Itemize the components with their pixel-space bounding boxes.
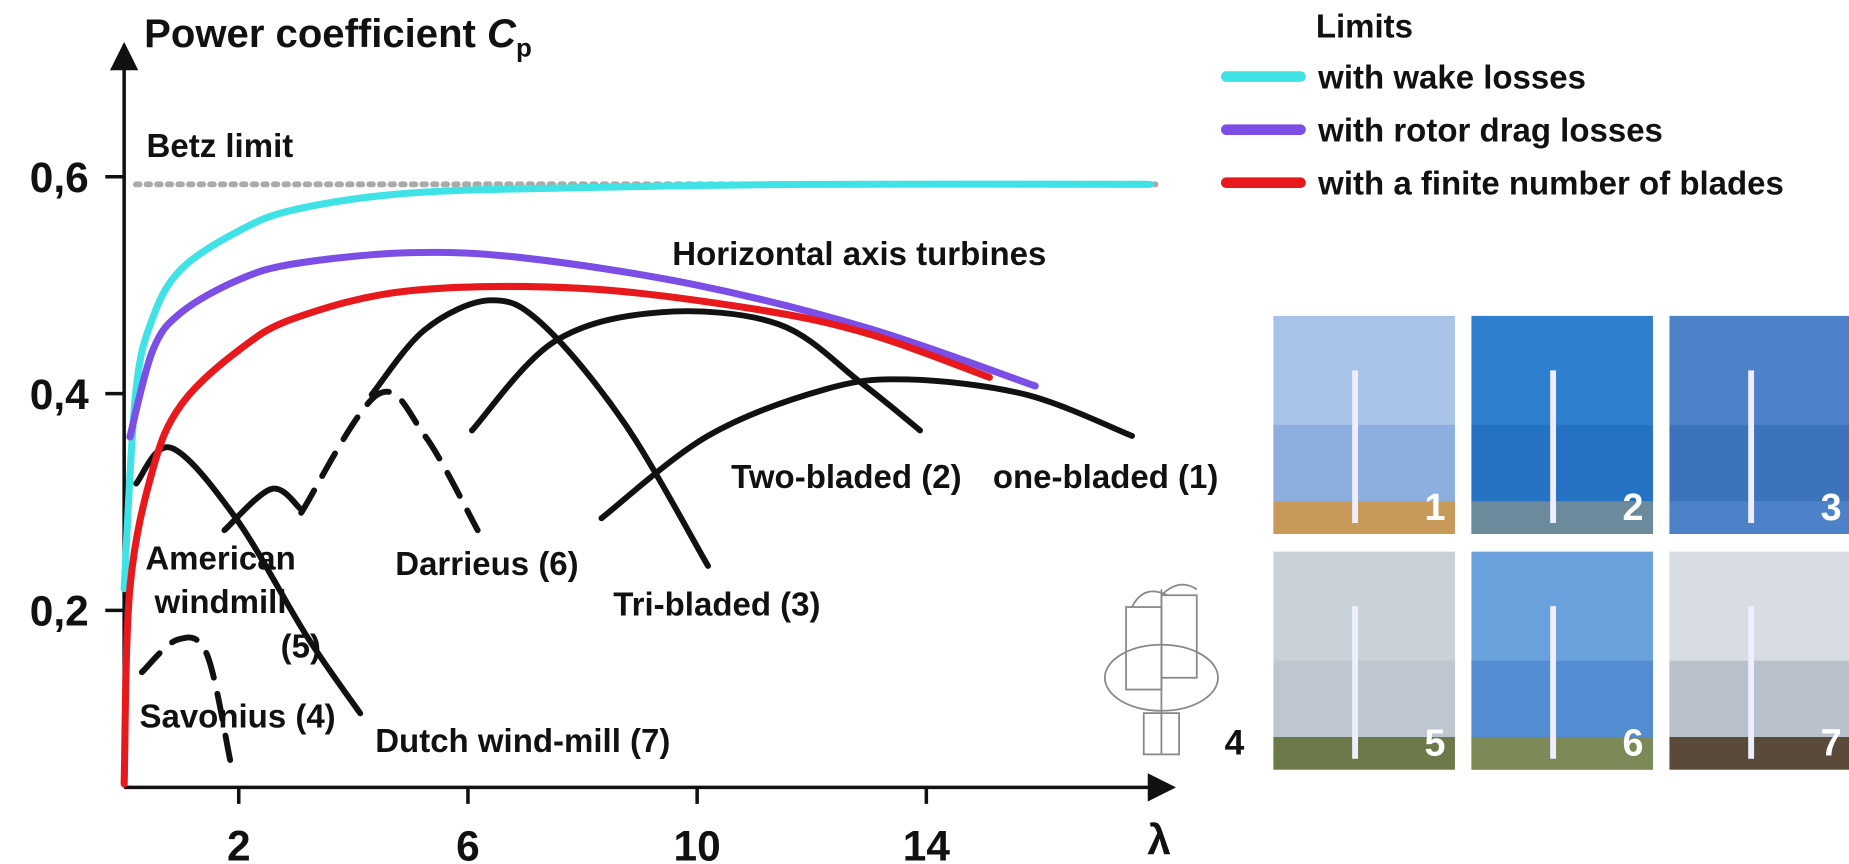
chart-title: Power coefficient Cp (144, 12, 532, 62)
curve-label: American windmill (5) (145, 539, 321, 664)
line-series (126, 248, 1039, 441)
curve-label: Dutch wind-mill (7) (375, 722, 670, 759)
photo: 7 (1669, 551, 1849, 770)
betz-label: Betz limit (147, 127, 294, 164)
photo-ground (1669, 736, 1849, 770)
photo-sky-shade (1273, 660, 1455, 737)
line-series (298, 388, 481, 534)
curve-label: Darrieus (6) (395, 545, 578, 582)
x-tick-label: 10 (674, 822, 721, 864)
line-series (368, 297, 711, 569)
line-series (221, 485, 305, 534)
photo: 1 (1273, 315, 1455, 534)
y-tick-label: 0,4 (30, 371, 89, 418)
line-series (120, 180, 1154, 593)
photo-ground (1273, 736, 1455, 770)
photo-number: 6 (1623, 722, 1644, 764)
photo: 5 (1273, 551, 1455, 770)
line-series (598, 376, 1135, 522)
curve-label: Two-bladed (2) (731, 458, 961, 495)
y-tick-label: 0,6 (30, 154, 89, 201)
photo-sky-shade (1669, 424, 1849, 502)
legend-label: with wake losses (1317, 58, 1586, 95)
legend-title: Limits (1316, 8, 1413, 45)
curve-label: Savonius (4) (139, 697, 335, 734)
photo-sky-shade (1669, 660, 1849, 737)
savonius-sketch (1103, 583, 1219, 756)
photo-number: 5 (1425, 722, 1446, 764)
photo: 3 (1669, 315, 1849, 534)
curve-label: one-bladed (1) (993, 458, 1219, 495)
line-series (138, 634, 234, 763)
legend-label: with a finite number of blades (1317, 164, 1784, 201)
photo-number: 3 (1821, 486, 1842, 528)
photo: 6 (1471, 551, 1653, 770)
x-tick-label: 6 (456, 822, 480, 864)
photo-ground (1471, 501, 1653, 534)
photo-sky-shade (1471, 424, 1653, 502)
photo-number: 7 (1821, 722, 1842, 764)
photo-sky-shade (1273, 424, 1455, 502)
x-tick-label: 2 (227, 822, 251, 864)
sketch-label: 4 (1225, 723, 1245, 762)
photo: 2 (1471, 315, 1653, 534)
curve-label: Tri-bladed (3) (613, 585, 820, 622)
photo-ground (1471, 736, 1653, 770)
legend-label: with rotor drag losses (1317, 111, 1663, 148)
annotation: Horizontal axis turbines (672, 235, 1046, 272)
x-tick-label: 14 (903, 822, 951, 864)
photo-number: 1 (1425, 486, 1446, 528)
x-axis-label: λ (1147, 817, 1171, 864)
photo-sky-shade (1471, 660, 1653, 737)
photo-ground (1273, 501, 1455, 534)
photo-number: 2 (1623, 486, 1644, 528)
y-tick-label: 0,2 (30, 588, 89, 635)
line-series (133, 444, 364, 717)
line-series (120, 282, 993, 788)
photo-ground (1669, 501, 1849, 534)
